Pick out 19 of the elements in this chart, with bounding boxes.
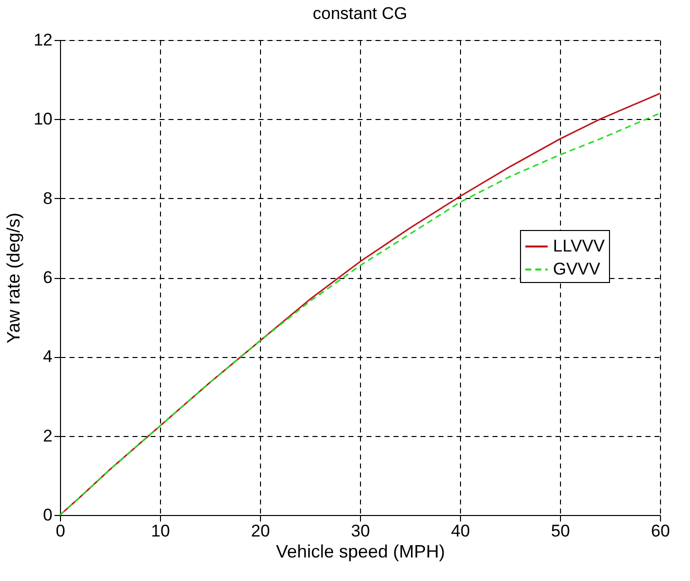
y-tick-label: 10 <box>34 110 52 129</box>
x-tick-label: 40 <box>451 522 470 540</box>
chart-title: constant CG <box>312 4 408 23</box>
y-tick-label: 6 <box>43 268 52 287</box>
x-tick-label: 20 <box>251 522 270 540</box>
x-tick-label: 30 <box>351 522 370 540</box>
y-tick-label: 4 <box>43 347 52 366</box>
legend-label: LLVVV <box>553 236 606 256</box>
x-tick-label: 0 <box>56 522 66 540</box>
y-tick-label: 2 <box>43 426 52 446</box>
x-tick-label: 10 <box>151 522 170 540</box>
y-tick-label: 0 <box>43 506 52 524</box>
x-axis-title: Vehicle speed (MPH) <box>276 542 446 562</box>
x-tick-label: 60 <box>651 522 670 540</box>
legend-label: GVVV <box>553 260 601 278</box>
y-axis-title: Yaw rate (deg/s) <box>4 212 24 344</box>
y-tick-label: 8 <box>43 188 52 208</box>
x-tick-label: 50 <box>551 522 570 540</box>
y-tick-label: 12 <box>34 30 52 50</box>
